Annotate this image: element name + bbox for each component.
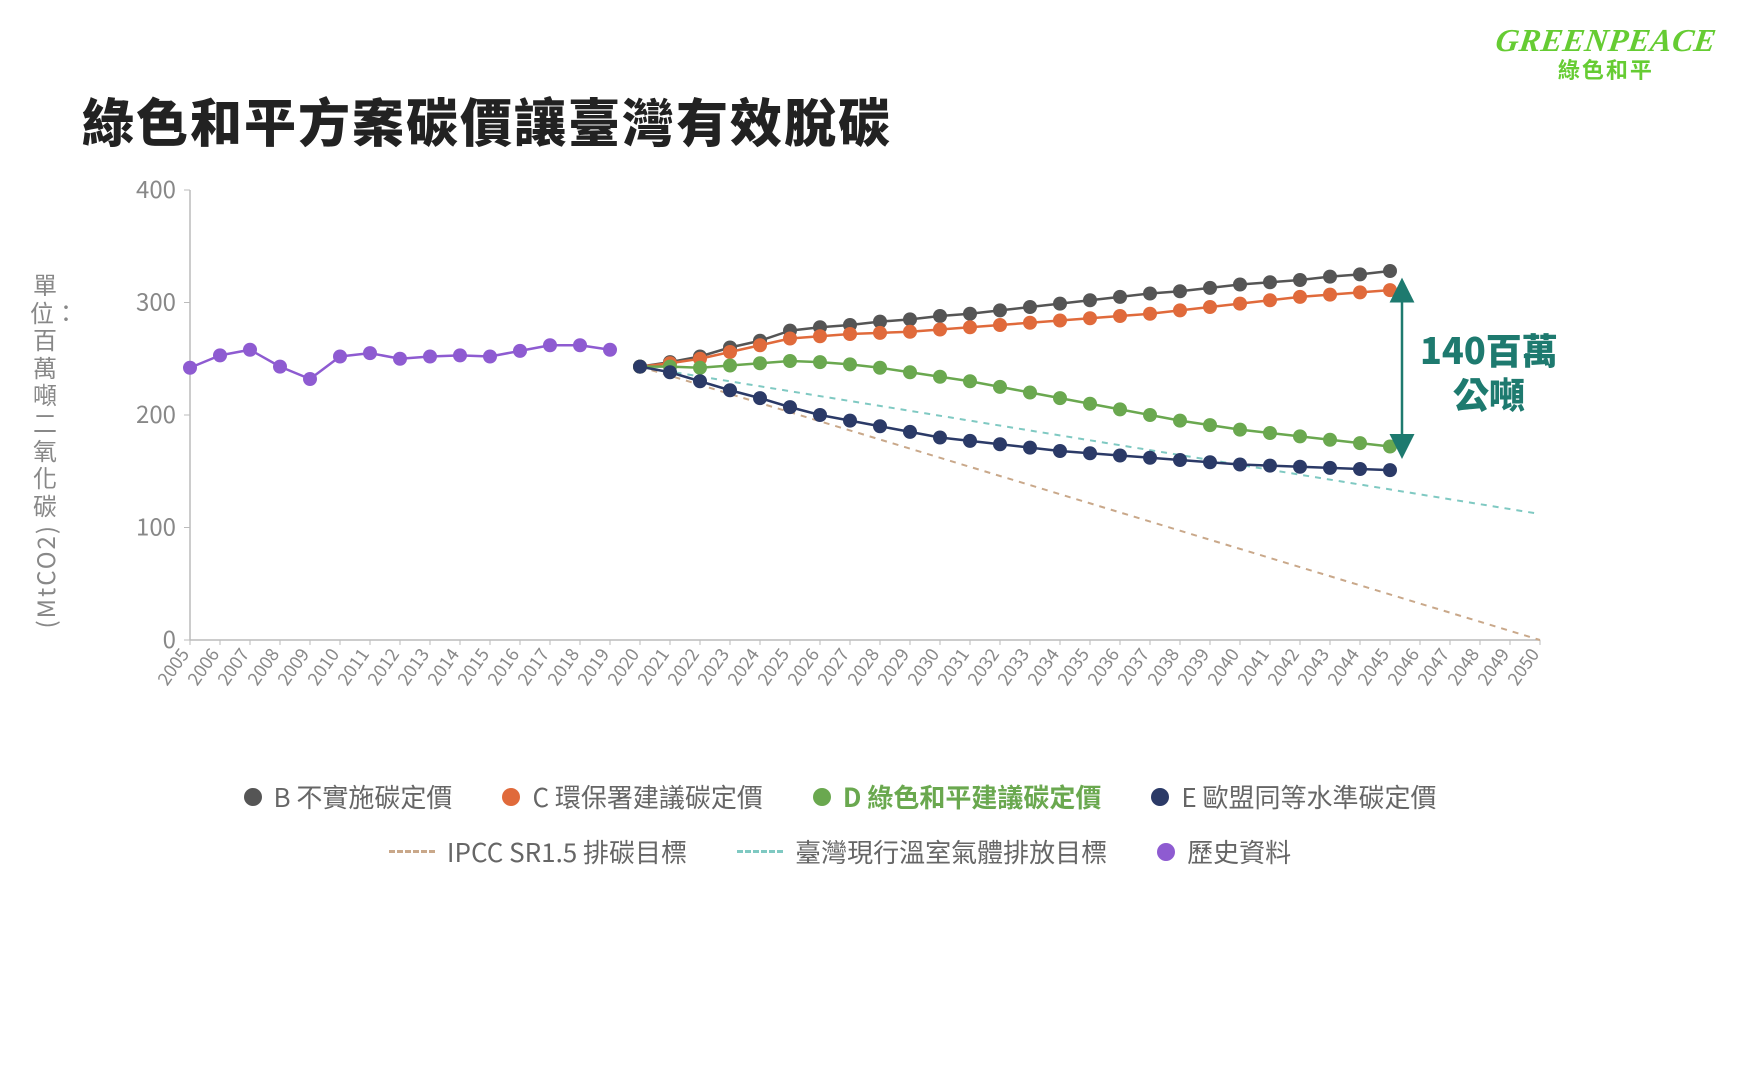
legend-item: E 歐盟同等水準碳定價 [1151, 778, 1436, 815]
legend-label: D 綠色和平建議碳定價 [843, 778, 1101, 815]
legend-marker-dot [1151, 788, 1169, 806]
legend-item: B 不實施碳定價 [244, 778, 453, 815]
legend-item: 歷史資料 [1157, 833, 1291, 870]
line-chart: 0100200300400200520062007200820092010201… [100, 180, 1580, 740]
legend-row-2: IPCC SR1.5 排碳目標 臺灣現行溫室氣體排放目標 歷史資料 [100, 833, 1580, 870]
greenpeace-logo: GREENPEACE 綠色和平 [1496, 24, 1716, 80]
y-axis-label: 單位：百萬噸二氧化碳 (MtCO2) [30, 270, 60, 632]
logo-zh: 綠色和平 [1496, 58, 1716, 80]
legend-label: IPCC SR1.5 排碳目標 [447, 833, 687, 870]
legend-item: IPCC SR1.5 排碳目標 [389, 833, 687, 870]
slide: GREENPEACE 綠色和平 綠色和平方案碳價讓臺灣有效脫碳 單位：百萬噸二氧… [0, 0, 1756, 1074]
gap-annotation: 140百萬 公噸 [1420, 328, 1558, 414]
svg-text:2050: 2050 [1501, 643, 1545, 691]
legend-item: 臺灣現行溫室氣體排放目標 [737, 833, 1107, 870]
svg-text:100: 100 [136, 508, 176, 543]
legend-marker-dash [737, 850, 783, 853]
annotation-line1: 140百萬 [1420, 328, 1558, 371]
legend-marker-dot [813, 788, 831, 806]
legend-item: C 環保署建議碳定價 [502, 778, 762, 815]
legend-label: 臺灣現行溫室氣體排放目標 [795, 833, 1107, 870]
legend-marker-dot [244, 788, 262, 806]
legend-label: E 歐盟同等水準碳定價 [1181, 778, 1436, 815]
ylabel-unit: (MtCO2) [31, 524, 59, 628]
chart-area: 0100200300400200520062007200820092010201… [100, 180, 1580, 740]
svg-text:200: 200 [136, 395, 176, 430]
legend-row-1: B 不實施碳定價 C 環保署建議碳定價 D 綠色和平建議碳定價 E 歐盟同等水準碳定價 [100, 778, 1580, 815]
legend-marker-dot [1157, 843, 1175, 861]
ylabel-text: 單位：百萬噸二氧化碳 [30, 266, 78, 522]
legend-label: C 環保署建議碳定價 [532, 778, 762, 815]
legend: B 不實施碳定價 C 環保署建議碳定價 D 綠色和平建議碳定價 E 歐盟同等水準碳定價… [100, 760, 1580, 870]
legend-label: 歷史資料 [1187, 833, 1291, 870]
logo-en: GREENPEACE [1494, 24, 1719, 56]
svg-text:400: 400 [136, 180, 176, 205]
legend-label: B 不實施碳定價 [274, 778, 453, 815]
legend-marker-dash [389, 850, 435, 853]
slide-title: 綠色和平方案碳價讓臺灣有效脫碳 [82, 82, 892, 157]
legend-item: D 綠色和平建議碳定價 [813, 778, 1101, 815]
legend-marker-dot [502, 788, 520, 806]
svg-text:300: 300 [136, 283, 176, 318]
annotation-line2: 公噸 [1420, 372, 1558, 415]
